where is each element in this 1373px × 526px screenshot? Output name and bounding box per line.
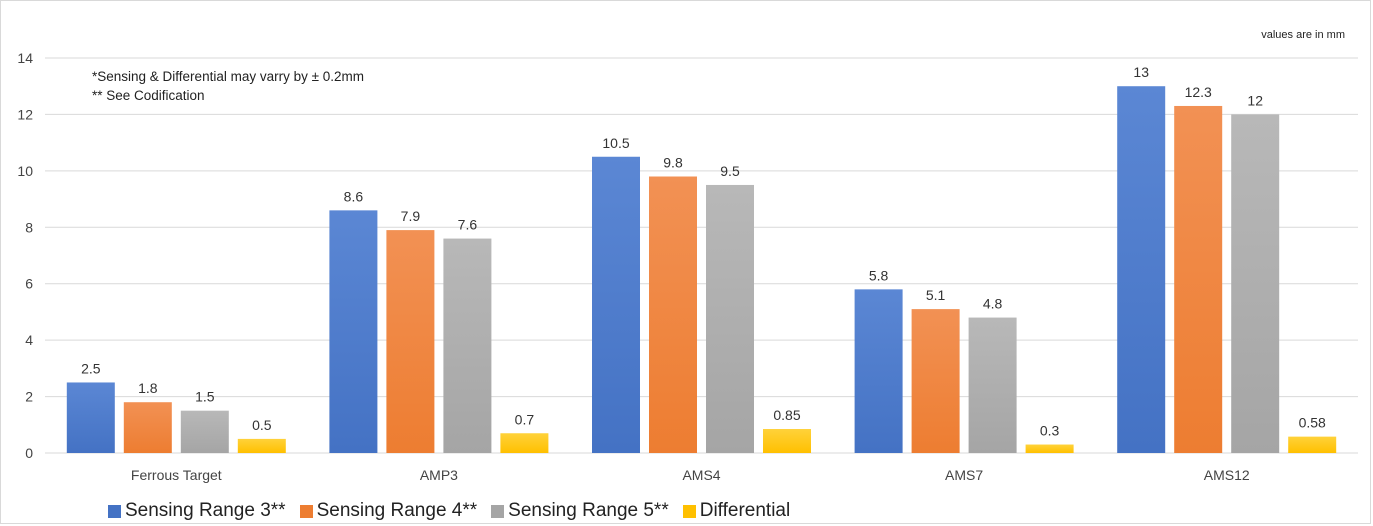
note-codification: ** See Codification — [92, 88, 205, 103]
legend-label: Sensing Range 3** — [125, 500, 286, 521]
bar-ams4-series-4 — [763, 429, 811, 453]
bar-ams12-series-3 — [1231, 114, 1280, 453]
category-label: AMS4 — [682, 467, 720, 483]
chart-notes: *Sensing & Differential may varry by ± 0… — [92, 67, 364, 105]
bar-ams12-series-1 — [1117, 86, 1166, 453]
legend-swatch — [108, 504, 121, 518]
data-label: 1.5 — [195, 389, 215, 405]
legend-swatch — [491, 504, 505, 518]
bar-ferrous-target-series-2 — [123, 402, 172, 453]
data-label: 12.3 — [1185, 84, 1212, 100]
data-label: 0.85 — [773, 407, 800, 423]
y-tick-label: 0 — [25, 445, 33, 461]
legend-label: Sensing Range 4** — [316, 500, 478, 521]
bar-ferrous-target-series-1 — [66, 382, 115, 453]
data-label: 5.8 — [869, 267, 889, 283]
bar-amp3-series-4 — [500, 433, 549, 453]
y-tick-label: 12 — [17, 106, 33, 122]
chart-legend: Sensing Range 3** Sensing Range 4** Sens… — [108, 500, 804, 522]
legend-item-sensing-range-3: Sensing Range 3** — [108, 500, 286, 522]
category-label: AMS12 — [1204, 467, 1250, 483]
y-tick-label: 14 — [17, 50, 33, 66]
category-label: Ferrous Target — [131, 467, 222, 483]
data-label: 8.6 — [344, 188, 364, 204]
data-label: 7.6 — [458, 217, 478, 233]
bar-ams12-series-4 — [1288, 436, 1337, 453]
y-tick-label: 8 — [25, 219, 33, 235]
bar-ams12-series-2 — [1174, 105, 1223, 453]
legend-swatch — [299, 504, 313, 518]
bar-amp3-series-1 — [329, 210, 378, 453]
category-label: AMS7 — [945, 467, 983, 483]
legend-label: Differential — [699, 500, 791, 521]
bar-ams4-series-1 — [592, 156, 640, 453]
data-label: 4.8 — [983, 296, 1003, 312]
bar-ams7-series-4 — [1025, 444, 1074, 453]
legend-item-sensing-range-5: Sensing Range 5** — [491, 500, 669, 522]
data-label: 10.5 — [602, 135, 629, 151]
y-tick-label: 6 — [25, 276, 33, 292]
bar-ferrous-target-series-4 — [237, 438, 286, 453]
bar-ams7-series-2 — [911, 309, 960, 453]
data-label: 9.5 — [720, 163, 740, 179]
legend-item-sensing-range-4: Sensing Range 4** — [299, 500, 478, 522]
note-tolerance: *Sensing & Differential may varry by ± 0… — [92, 69, 365, 84]
bar-amp3-series-2 — [386, 230, 435, 453]
data-label: 0.58 — [1299, 415, 1326, 431]
bar-amp3-series-3 — [443, 238, 492, 453]
bar-ams4-series-2 — [649, 176, 697, 453]
y-tick-label: 2 — [25, 389, 33, 405]
units-note: values are in mm — [1261, 29, 1345, 41]
bar-ferrous-target-series-3 — [180, 410, 229, 453]
data-label: 5.1 — [926, 287, 946, 303]
data-label: 0.5 — [252, 417, 272, 433]
data-label: 7.9 — [401, 208, 421, 224]
data-label: 2.5 — [81, 360, 101, 376]
data-label: 0.7 — [515, 411, 535, 427]
data-label: 13 — [1133, 64, 1149, 80]
legend-swatch — [682, 504, 696, 518]
y-tick-label: 4 — [25, 332, 33, 348]
bar-ams7-series-1 — [854, 289, 903, 453]
y-tick-label: 10 — [17, 163, 33, 179]
bar-ams7-series-3 — [968, 317, 1017, 453]
data-label: 0.3 — [1040, 423, 1060, 439]
bar-ams4-series-3 — [706, 184, 754, 453]
category-label: AMP3 — [420, 467, 458, 483]
legend-label: Sensing Range 5** — [508, 500, 669, 521]
data-label: 9.8 — [663, 155, 683, 171]
data-label: 12 — [1247, 92, 1263, 108]
legend-item-differential: Differential — [682, 500, 791, 522]
data-label: 1.8 — [138, 380, 158, 396]
